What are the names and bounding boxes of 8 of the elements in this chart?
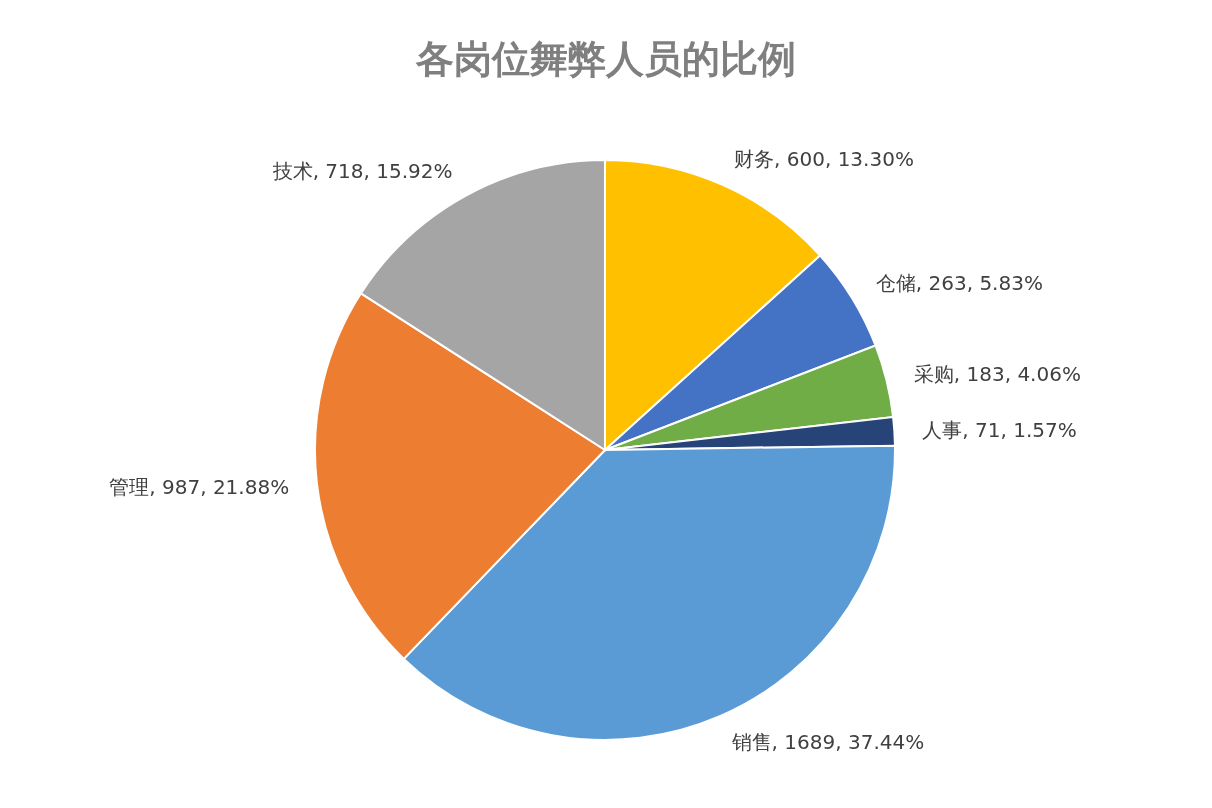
slice-label: 人事, 71, 1.57% [922,417,1077,442]
slice-label: 销售, 1689, 37.44% [730,729,925,754]
slice-label: 管理, 987, 21.88% [109,475,290,500]
slice-label: 采购, 183, 4.06% [913,362,1081,387]
slice-label: 财务, 600, 13.30% [734,147,914,172]
slice-label: 仓储, 263, 5.83% [875,271,1043,296]
slice-label: 技术, 718, 15.92% [271,158,453,183]
chart-title: 各岗位舞弊人员的比例 [415,37,796,81]
